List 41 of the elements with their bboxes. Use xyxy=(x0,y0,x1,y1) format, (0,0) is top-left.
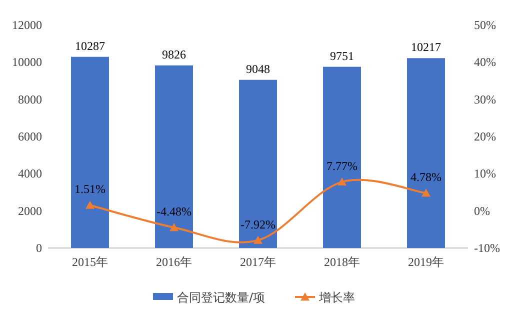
point xyxy=(254,236,262,244)
bar xyxy=(155,65,193,248)
data-label: 10287 xyxy=(75,38,105,53)
bar xyxy=(71,56,109,248)
data-label: 9751 xyxy=(330,48,354,63)
bar xyxy=(239,80,277,248)
y2-tick-label: -10% xyxy=(474,241,500,255)
y-tick-label: 2000 xyxy=(18,204,42,218)
y-tick-label: 10000 xyxy=(12,55,42,70)
y2-tick-label: 40% xyxy=(474,55,496,70)
point xyxy=(170,222,178,232)
point xyxy=(338,177,346,186)
y-tick-label: 8000 xyxy=(18,92,42,106)
y2-tick-label: 20% xyxy=(474,130,496,144)
data-label: -4.48% xyxy=(156,204,192,218)
y2-tick-label: 50% xyxy=(474,18,496,32)
data-label: 10217 xyxy=(411,40,441,54)
y-tick-label: 6000 xyxy=(18,130,42,144)
y2-tick-label: 10% xyxy=(474,166,496,181)
data-label: 4.78% xyxy=(410,170,442,184)
data-label: 9048 xyxy=(246,62,270,76)
y-tick-label: 0 xyxy=(36,241,42,255)
data-label: 1.51% xyxy=(74,182,106,196)
x-tick-label: 2018年 xyxy=(324,255,360,269)
y-tick-label: 4000 xyxy=(18,166,42,181)
legend-label: 合同登记数量/项 xyxy=(177,290,266,304)
x-tick-label: 2017年 xyxy=(240,255,276,269)
x-tick-label: 2016年 xyxy=(156,255,192,269)
legend-label: 增长率 xyxy=(318,290,355,304)
y2-tick-label: 30% xyxy=(474,92,496,106)
point xyxy=(422,188,430,197)
x-tick-label: 2019年 xyxy=(408,255,444,269)
x-tick-label: 2015年 xyxy=(72,255,108,269)
data-label: 9826 xyxy=(162,47,186,62)
point xyxy=(86,200,94,209)
bar xyxy=(323,66,361,248)
data-label: 7.77% xyxy=(326,158,358,173)
bar xyxy=(407,58,445,248)
y-tick-label: 12000 xyxy=(12,18,42,32)
data-label: -7.92% xyxy=(240,217,276,232)
y2-tick-label: 0% xyxy=(474,204,490,218)
